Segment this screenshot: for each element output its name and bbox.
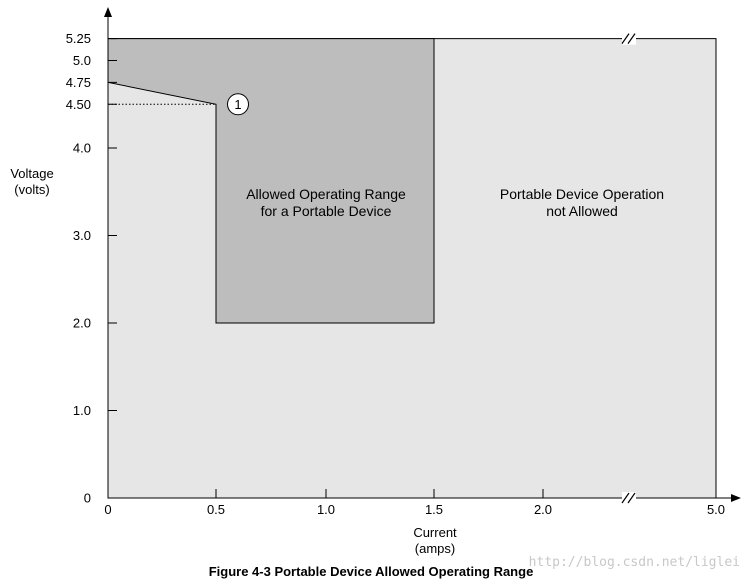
x-axis-title: (amps) — [415, 541, 455, 556]
axis-break-gap — [622, 492, 636, 504]
axis-break-gap — [622, 32, 636, 45]
y-tick-label: 0 — [84, 491, 91, 506]
y-axis-title: Voltage — [10, 166, 53, 181]
y-tick-label: 1.0 — [73, 403, 91, 418]
axis-break-mark — [627, 492, 636, 504]
axis-break-mark — [621, 33, 630, 44]
y-tick-label: 4.0 — [73, 141, 91, 156]
watermark-text: http://blog.csdn.net/liglei — [529, 555, 740, 570]
x-tick-label: 1.0 — [317, 502, 335, 517]
y-axis-title: (volts) — [14, 182, 49, 197]
annotation-number: 1 — [234, 97, 241, 112]
region-label-not-allowed: not Allowed — [546, 203, 618, 219]
ticks-layer: 0 1.0 2.0 3.0 4.0 4.50 4.75 5.0 5.25 0 0.5 1.0 1.5 2.… — [66, 31, 725, 517]
regions-layer — [107, 38, 717, 499]
x-axis-arrow — [731, 494, 741, 502]
y-axis-arrow — [104, 7, 112, 17]
x-tick-label: 0 — [104, 502, 111, 517]
x-tick-label: 1.5 — [425, 502, 443, 517]
x-tick-label: 0.5 — [207, 502, 225, 517]
region-label-allowed: for a Portable Device — [261, 203, 392, 219]
axis-break-mark — [621, 492, 630, 504]
y-tick-label: 3.0 — [73, 228, 91, 243]
region-label-allowed: Allowed Operating Range — [246, 186, 406, 202]
annotation-circle — [227, 93, 249, 116]
axes-layer — [104, 7, 741, 504]
y-tick-label: 4.75 — [66, 75, 91, 90]
y-tick-label: 4.50 — [66, 97, 91, 112]
labels-layer: Voltage(volts) Current(amps) Portable Devi… — [10, 93, 740, 579]
region-label-not-allowed: Portable Device Operation — [500, 186, 664, 202]
axis-break-mark — [627, 33, 636, 44]
y-tick-label: 5.0 — [73, 53, 91, 68]
x-tick-label: 2.0 — [534, 502, 552, 517]
x-tick-label: 5.0 — [707, 502, 725, 517]
y-tick-label: 2.0 — [73, 316, 91, 331]
y-tick-label: 5.25 — [66, 31, 91, 46]
x-axis-title: Current — [413, 525, 457, 540]
figure-caption: Figure 4-3 Portable Device Allowed Opera… — [209, 564, 534, 579]
